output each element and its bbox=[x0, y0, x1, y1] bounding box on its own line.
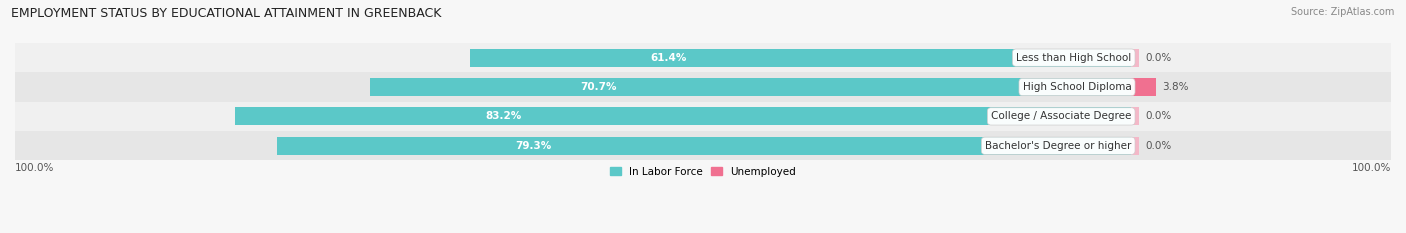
Bar bbox=[370, 78, 1132, 96]
Bar bbox=[1132, 78, 1156, 96]
Bar bbox=[277, 137, 1132, 155]
Text: 100.0%: 100.0% bbox=[1351, 163, 1391, 173]
Text: 79.3%: 79.3% bbox=[515, 141, 551, 151]
Text: 3.8%: 3.8% bbox=[1163, 82, 1189, 92]
Bar bbox=[1132, 137, 1139, 155]
Text: High School Diploma: High School Diploma bbox=[1022, 82, 1132, 92]
Bar bbox=[15, 43, 1391, 72]
Text: Less than High School: Less than High School bbox=[1017, 53, 1132, 63]
Text: Source: ZipAtlas.com: Source: ZipAtlas.com bbox=[1291, 7, 1395, 17]
Text: 70.7%: 70.7% bbox=[579, 82, 616, 92]
Text: 100.0%: 100.0% bbox=[15, 163, 55, 173]
Bar bbox=[1132, 48, 1139, 67]
Text: 83.2%: 83.2% bbox=[485, 111, 522, 121]
Bar bbox=[15, 72, 1391, 102]
Bar bbox=[470, 48, 1132, 67]
Text: 0.0%: 0.0% bbox=[1146, 111, 1173, 121]
Bar bbox=[15, 102, 1391, 131]
Legend: In Labor Force, Unemployed: In Labor Force, Unemployed bbox=[606, 163, 800, 181]
Text: 0.0%: 0.0% bbox=[1146, 53, 1173, 63]
Text: 0.0%: 0.0% bbox=[1146, 141, 1173, 151]
Text: College / Associate Degree: College / Associate Degree bbox=[991, 111, 1132, 121]
Text: EMPLOYMENT STATUS BY EDUCATIONAL ATTAINMENT IN GREENBACK: EMPLOYMENT STATUS BY EDUCATIONAL ATTAINM… bbox=[11, 7, 441, 20]
Text: Bachelor's Degree or higher: Bachelor's Degree or higher bbox=[986, 141, 1132, 151]
Bar bbox=[15, 131, 1391, 161]
Bar bbox=[235, 107, 1132, 126]
Bar bbox=[1132, 107, 1139, 126]
Text: 61.4%: 61.4% bbox=[650, 53, 686, 63]
